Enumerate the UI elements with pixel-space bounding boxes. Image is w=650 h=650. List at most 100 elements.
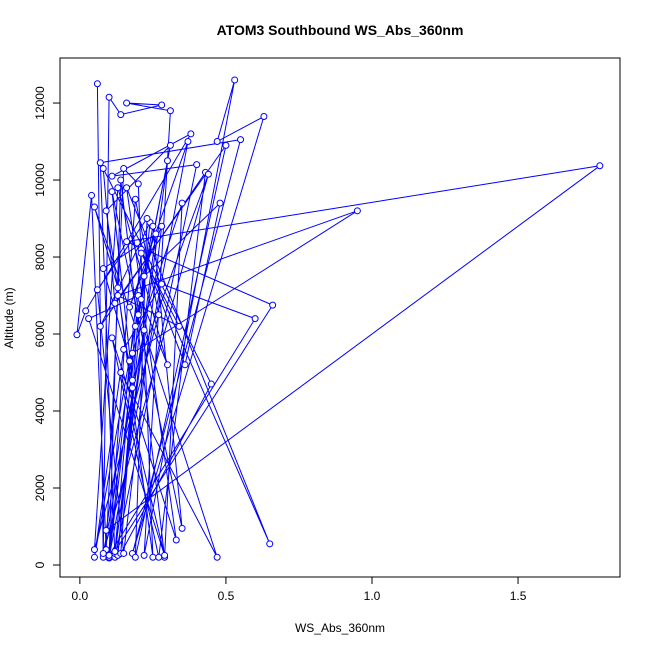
point bbox=[85, 315, 93, 323]
point bbox=[96, 159, 104, 167]
y-tick-label: 12000 bbox=[33, 86, 47, 120]
point bbox=[114, 184, 122, 192]
y-tick-label: 6000 bbox=[33, 320, 47, 347]
point bbox=[149, 222, 157, 230]
point bbox=[134, 180, 142, 188]
point bbox=[120, 164, 128, 172]
point bbox=[216, 199, 224, 207]
point bbox=[204, 170, 212, 178]
point bbox=[158, 280, 166, 288]
point bbox=[161, 551, 169, 559]
point bbox=[105, 551, 113, 559]
x-tick-label: 0.5 bbox=[218, 589, 235, 603]
point bbox=[207, 380, 215, 388]
point bbox=[128, 349, 136, 357]
point bbox=[213, 553, 221, 561]
point bbox=[131, 195, 139, 203]
point bbox=[155, 311, 163, 319]
point bbox=[123, 99, 131, 107]
y-tick-label: 4000 bbox=[33, 397, 47, 424]
point bbox=[108, 172, 116, 180]
point bbox=[131, 322, 139, 330]
y-tick-label: 10000 bbox=[33, 163, 47, 197]
point bbox=[178, 199, 186, 207]
point bbox=[117, 111, 125, 119]
point bbox=[131, 553, 139, 561]
x-axis-label: WS_Abs_360nm bbox=[295, 621, 385, 635]
point bbox=[93, 286, 101, 294]
point bbox=[164, 361, 172, 369]
point bbox=[158, 222, 166, 230]
point bbox=[266, 540, 274, 548]
point bbox=[99, 164, 107, 172]
chart-title: ATOM3 Southbound WS_Abs_360nm bbox=[217, 22, 464, 38]
point bbox=[178, 524, 186, 532]
point bbox=[251, 315, 259, 323]
point bbox=[90, 546, 98, 554]
point bbox=[117, 176, 125, 184]
point bbox=[140, 272, 148, 280]
point bbox=[140, 326, 148, 334]
point bbox=[99, 549, 107, 557]
point bbox=[237, 136, 245, 144]
point bbox=[102, 526, 110, 534]
point bbox=[111, 299, 119, 307]
point bbox=[128, 376, 136, 384]
point bbox=[73, 331, 81, 339]
point bbox=[114, 284, 122, 292]
point bbox=[88, 191, 96, 199]
point bbox=[82, 307, 90, 315]
point bbox=[105, 93, 113, 101]
point bbox=[269, 301, 277, 309]
point bbox=[149, 553, 157, 561]
point bbox=[181, 361, 189, 369]
y-axis-label: Altitude (m) bbox=[2, 287, 16, 348]
x-tick-label: 1.0 bbox=[364, 589, 381, 603]
point bbox=[90, 203, 98, 211]
point bbox=[90, 553, 98, 561]
point bbox=[114, 292, 122, 300]
point bbox=[108, 334, 116, 342]
point bbox=[152, 230, 160, 238]
point bbox=[134, 311, 142, 319]
point bbox=[96, 322, 104, 330]
point bbox=[158, 101, 166, 109]
point bbox=[128, 384, 136, 392]
point bbox=[120, 549, 128, 557]
point bbox=[166, 141, 174, 149]
series-line bbox=[76, 79, 601, 559]
point bbox=[596, 162, 604, 170]
point bbox=[353, 207, 361, 215]
point bbox=[222, 141, 230, 149]
x-tick-label: 0.0 bbox=[72, 589, 89, 603]
point bbox=[137, 249, 145, 257]
point bbox=[111, 548, 119, 556]
point bbox=[140, 551, 148, 559]
point bbox=[143, 215, 151, 223]
point bbox=[260, 113, 268, 121]
y-tick-label: 2000 bbox=[33, 474, 47, 501]
point bbox=[126, 357, 134, 365]
point bbox=[164, 157, 172, 165]
point bbox=[213, 138, 221, 146]
point bbox=[184, 138, 192, 146]
point bbox=[155, 553, 163, 561]
y-tick-label: 0 bbox=[33, 561, 47, 568]
point bbox=[126, 303, 134, 311]
point bbox=[123, 238, 131, 246]
point bbox=[187, 130, 195, 138]
point bbox=[193, 161, 201, 169]
point bbox=[120, 345, 128, 353]
point bbox=[99, 265, 107, 273]
point bbox=[172, 536, 180, 544]
point bbox=[231, 76, 239, 84]
point bbox=[102, 207, 110, 215]
x-tick-label: 1.5 bbox=[510, 589, 527, 603]
point bbox=[166, 107, 174, 115]
point bbox=[137, 295, 145, 303]
point bbox=[93, 80, 101, 88]
point bbox=[175, 322, 183, 330]
point bbox=[123, 184, 131, 192]
y-tick-label: 8000 bbox=[33, 243, 47, 270]
